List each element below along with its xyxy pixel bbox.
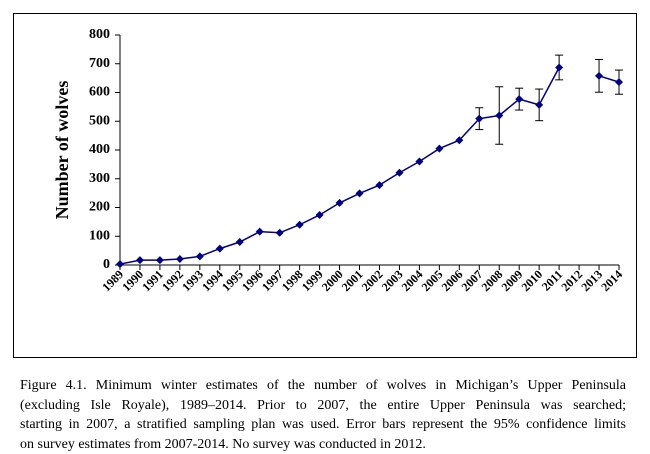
y-tick-label: 300 <box>89 171 110 186</box>
y-axis-title: Number of wolves <box>52 81 72 220</box>
caption-line: Figure 4.1. Minimum winter estimates of … <box>20 378 626 393</box>
data-point <box>155 256 164 265</box>
data-point <box>535 100 544 109</box>
y-tick-label: 100 <box>89 228 110 243</box>
data-point <box>375 181 384 190</box>
caption-line: starting in 2007, a stratified sampling … <box>20 417 626 432</box>
y-tick-label: 500 <box>89 113 110 128</box>
data-point <box>355 189 364 198</box>
data-point <box>415 157 424 166</box>
caption-line: (excluding Isle Royale), 1989–2014. Prio… <box>20 397 626 413</box>
data-point <box>275 228 284 237</box>
y-tick-label: 400 <box>89 142 110 157</box>
data-point <box>255 227 264 236</box>
data-point <box>235 238 244 246</box>
data-line <box>119 67 620 265</box>
data-point <box>175 254 184 263</box>
y-tick-label: 700 <box>89 56 110 71</box>
data-point <box>435 144 444 153</box>
data-point <box>395 168 404 177</box>
data-point <box>315 210 324 219</box>
y-tick-label: 0 <box>103 257 110 272</box>
caption-line: on survey estimates from 2007-2014. No s… <box>20 436 426 452</box>
data-point <box>515 95 524 104</box>
y-tick-label: 600 <box>89 85 110 100</box>
x-tick-label: 2014 <box>598 267 625 294</box>
data-point <box>495 111 504 120</box>
data-point <box>595 71 604 80</box>
data-point <box>195 252 204 261</box>
data-point <box>116 260 124 269</box>
data-point <box>135 256 144 265</box>
data-point <box>475 114 484 123</box>
data-point <box>215 244 224 253</box>
data-point <box>295 220 304 229</box>
y-tick-label: 800 <box>89 27 110 42</box>
caption: Figure 4.1. Minimum winter estimates of … <box>20 376 626 454</box>
data-point <box>335 198 344 207</box>
data-point <box>555 63 564 72</box>
data-point <box>455 136 464 145</box>
chart-frame <box>13 13 637 358</box>
y-tick-label: 200 <box>89 200 110 215</box>
data-point <box>615 78 623 87</box>
